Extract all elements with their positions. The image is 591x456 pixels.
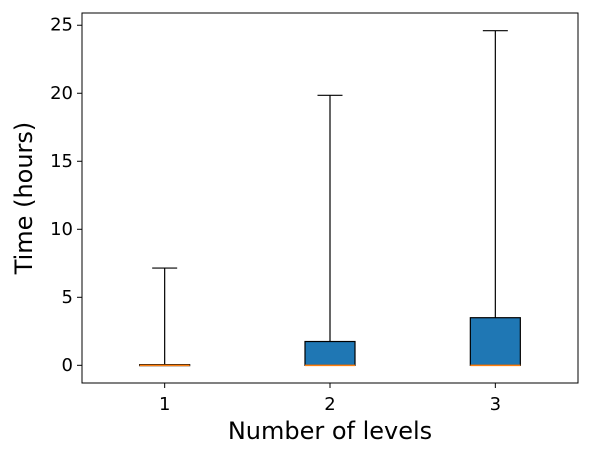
y-tick-label: 15	[50, 151, 73, 172]
y-tick-label: 0	[62, 355, 73, 376]
y-tick-label: 5	[62, 287, 73, 308]
x-tick-label: 3	[490, 394, 501, 415]
box-group	[139, 267, 191, 367]
y-axis-label: Time (hours)	[10, 122, 38, 276]
y-tick-label: 10	[50, 219, 73, 240]
x-tick-label: 2	[324, 394, 335, 415]
box-iqr	[469, 317, 521, 366]
box-group	[304, 94, 356, 367]
box-iqr	[304, 340, 356, 366]
boxes-layer	[139, 30, 521, 367]
y-axis: 0 5 10 15 20 25	[50, 15, 82, 376]
y-tick-label: 20	[50, 83, 73, 104]
x-axis: 1 2 3	[159, 383, 501, 415]
y-tick-label: 25	[50, 15, 73, 36]
box-group	[469, 30, 521, 367]
x-tick-label: 1	[159, 394, 170, 415]
x-axis-label: Number of levels	[228, 417, 432, 445]
